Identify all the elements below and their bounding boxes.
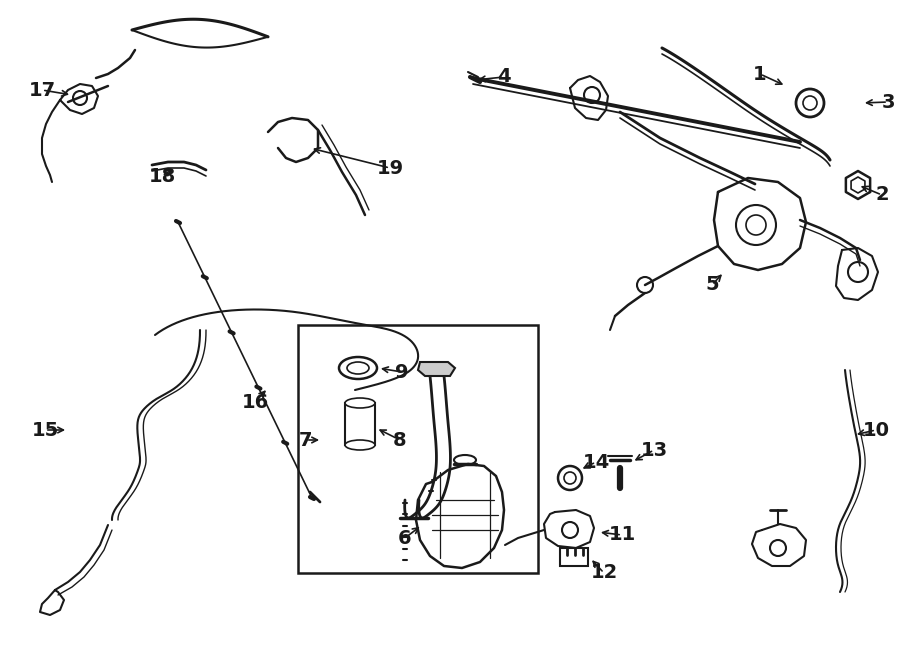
Bar bbox=[298, 325, 538, 573]
Polygon shape bbox=[418, 362, 455, 376]
Text: 14: 14 bbox=[582, 453, 609, 471]
Text: 4: 4 bbox=[497, 67, 511, 87]
Text: 19: 19 bbox=[376, 159, 403, 178]
Text: 6: 6 bbox=[398, 529, 412, 547]
Text: 5: 5 bbox=[706, 276, 719, 295]
Text: 8: 8 bbox=[393, 430, 407, 449]
Text: 13: 13 bbox=[641, 440, 668, 459]
Bar bbox=[345, 403, 375, 445]
Text: 16: 16 bbox=[241, 393, 268, 412]
Text: 1: 1 bbox=[753, 65, 767, 83]
Bar bbox=[560, 548, 588, 566]
Ellipse shape bbox=[345, 440, 375, 450]
Ellipse shape bbox=[345, 398, 375, 408]
Text: 15: 15 bbox=[32, 420, 58, 440]
Text: 17: 17 bbox=[29, 81, 56, 100]
Text: 12: 12 bbox=[590, 563, 617, 582]
Text: 10: 10 bbox=[862, 420, 889, 440]
Text: 9: 9 bbox=[395, 362, 409, 381]
Text: 2: 2 bbox=[875, 186, 889, 204]
Text: 3: 3 bbox=[881, 93, 895, 112]
Text: 7: 7 bbox=[299, 430, 313, 449]
Text: 18: 18 bbox=[148, 167, 176, 186]
Text: 11: 11 bbox=[608, 525, 635, 545]
